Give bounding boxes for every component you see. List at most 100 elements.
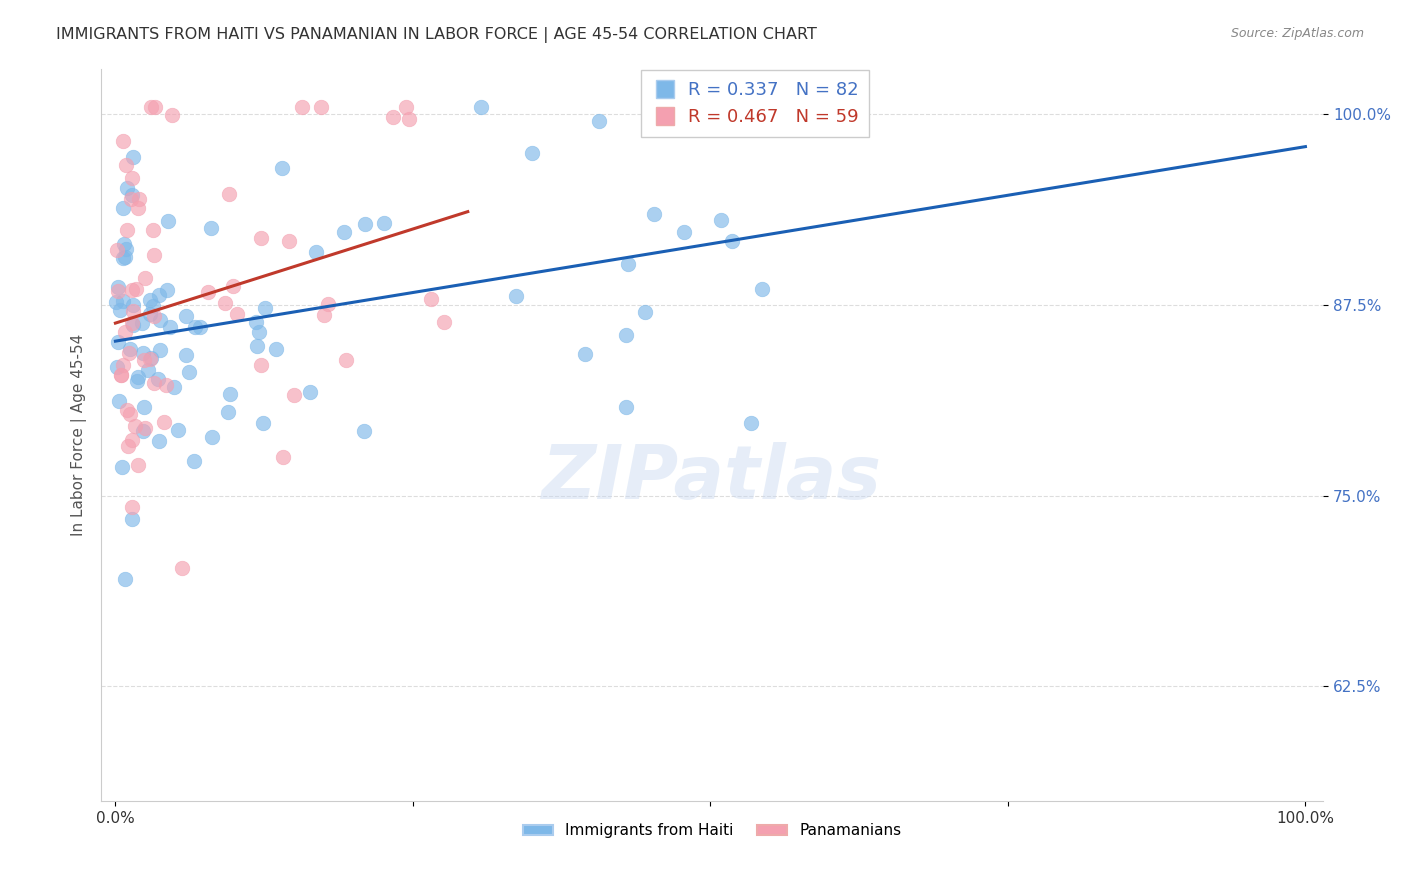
Point bbox=[433, 315, 456, 329]
Point bbox=[505, 289, 527, 303]
Point bbox=[139, 351, 162, 366]
Point bbox=[114, 572, 136, 586]
Point bbox=[136, 363, 159, 377]
Point bbox=[149, 313, 172, 327]
Point bbox=[643, 207, 665, 221]
Point bbox=[121, 318, 143, 332]
Point bbox=[156, 284, 179, 298]
Point bbox=[710, 213, 733, 227]
Point bbox=[127, 370, 149, 384]
Point bbox=[201, 429, 224, 443]
Point bbox=[134, 421, 156, 435]
Legend: Immigrants from Haiti, Panamanians: Immigrants from Haiti, Panamanians bbox=[516, 817, 908, 845]
Point bbox=[651, 119, 673, 133]
Point bbox=[751, 283, 773, 297]
Point bbox=[121, 171, 143, 186]
Point bbox=[132, 346, 155, 360]
Point bbox=[114, 158, 136, 172]
Point bbox=[105, 244, 128, 258]
Point bbox=[127, 374, 149, 388]
Point bbox=[316, 297, 339, 311]
Point bbox=[148, 288, 170, 302]
Point bbox=[353, 424, 375, 438]
Point bbox=[183, 454, 205, 468]
Point bbox=[115, 242, 138, 256]
Point bbox=[250, 358, 273, 372]
Point bbox=[305, 244, 328, 259]
Point bbox=[134, 271, 156, 285]
Point bbox=[120, 408, 142, 422]
Point bbox=[174, 348, 197, 362]
Point bbox=[574, 347, 596, 361]
Point bbox=[105, 360, 128, 375]
Point bbox=[335, 353, 357, 368]
Point bbox=[124, 282, 146, 296]
Point bbox=[124, 419, 146, 434]
Point bbox=[107, 280, 129, 294]
Point bbox=[264, 342, 287, 356]
Point bbox=[252, 417, 274, 431]
Point bbox=[121, 283, 143, 297]
Point bbox=[127, 201, 149, 215]
Point bbox=[131, 424, 153, 438]
Point bbox=[222, 279, 245, 293]
Point bbox=[128, 192, 150, 206]
Point bbox=[333, 225, 356, 239]
Point bbox=[139, 293, 162, 307]
Point bbox=[112, 236, 135, 251]
Point bbox=[299, 385, 322, 400]
Point bbox=[131, 316, 153, 330]
Point bbox=[190, 319, 212, 334]
Point bbox=[118, 342, 141, 356]
Point bbox=[115, 223, 138, 237]
Point bbox=[271, 161, 294, 175]
Point bbox=[588, 114, 610, 128]
Point bbox=[107, 393, 129, 408]
Point bbox=[114, 251, 136, 265]
Point bbox=[149, 343, 172, 357]
Point bbox=[143, 310, 166, 324]
Point bbox=[121, 298, 143, 312]
Point bbox=[142, 247, 165, 261]
Point bbox=[111, 294, 134, 309]
Point bbox=[159, 320, 181, 334]
Point bbox=[197, 285, 219, 299]
Point bbox=[110, 368, 132, 382]
Point bbox=[283, 387, 305, 401]
Point bbox=[398, 112, 420, 126]
Point bbox=[167, 423, 190, 437]
Point bbox=[121, 512, 143, 526]
Point bbox=[142, 299, 165, 313]
Point bbox=[134, 400, 156, 414]
Point bbox=[121, 500, 143, 515]
Point bbox=[155, 378, 177, 392]
Point bbox=[132, 352, 155, 367]
Point bbox=[381, 111, 404, 125]
Point bbox=[148, 434, 170, 448]
Point bbox=[247, 325, 270, 339]
Point bbox=[122, 150, 145, 164]
Point bbox=[110, 368, 132, 383]
Point bbox=[614, 328, 637, 343]
Point bbox=[121, 303, 143, 318]
Point bbox=[115, 181, 138, 195]
Point bbox=[118, 345, 141, 359]
Point bbox=[160, 108, 183, 122]
Point bbox=[214, 296, 236, 310]
Point bbox=[107, 334, 129, 349]
Point bbox=[153, 415, 176, 429]
Point bbox=[373, 216, 395, 230]
Point bbox=[672, 226, 695, 240]
Point bbox=[200, 221, 222, 235]
Point bbox=[105, 294, 128, 309]
Point bbox=[112, 252, 135, 266]
Point bbox=[110, 459, 132, 474]
Point bbox=[156, 214, 179, 228]
Point bbox=[112, 359, 135, 373]
Point bbox=[120, 192, 142, 206]
Point bbox=[115, 402, 138, 417]
Point bbox=[139, 100, 162, 114]
Point bbox=[142, 223, 165, 237]
Point bbox=[395, 100, 418, 114]
Point bbox=[634, 305, 657, 319]
